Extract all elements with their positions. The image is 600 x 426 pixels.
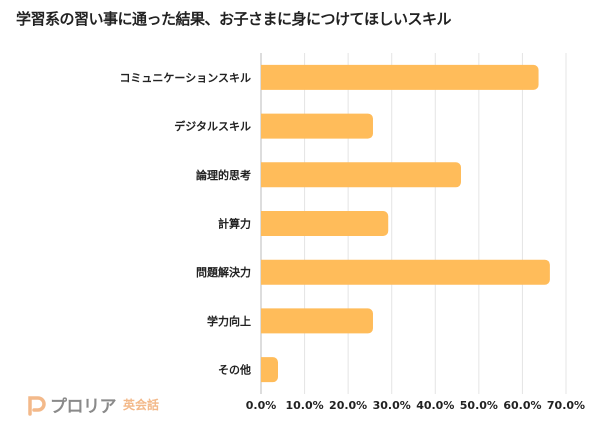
category-label: コミュニケーションスキル bbox=[119, 71, 251, 84]
bar bbox=[261, 357, 278, 383]
x-tick-label: 30.0% bbox=[373, 399, 411, 412]
logo-brand: プロリア bbox=[50, 397, 117, 417]
bar bbox=[261, 162, 461, 188]
category-label: その他 bbox=[218, 363, 251, 377]
category-label: デジタルスキル bbox=[174, 119, 251, 133]
logo-sub: 英会話 bbox=[123, 398, 160, 412]
logo: プロリア 英会話 bbox=[26, 392, 159, 417]
x-tick-label: 60.0% bbox=[503, 399, 541, 412]
category-label: 計算力 bbox=[218, 217, 251, 231]
x-tick-label: 50.0% bbox=[460, 399, 498, 412]
logo-p-icon bbox=[28, 395, 46, 416]
bar bbox=[261, 113, 373, 139]
chart-title: 学習系の習い事に通った結果、お子さまに身につけてほしいスキル bbox=[16, 10, 452, 28]
bar bbox=[261, 64, 539, 90]
x-tick-label: 70.0% bbox=[547, 399, 585, 412]
category-label: 学力向上 bbox=[207, 314, 251, 328]
category-label: 問題解決力 bbox=[196, 265, 251, 279]
category-label: 論理的思考 bbox=[196, 168, 251, 182]
x-tick-label: 0.0% bbox=[246, 399, 277, 412]
bar bbox=[261, 308, 373, 334]
bar bbox=[261, 259, 550, 285]
x-tick-label: 20.0% bbox=[329, 399, 367, 412]
x-tick-label: 40.0% bbox=[416, 399, 454, 412]
bar bbox=[261, 211, 389, 236]
x-tick-label: 10.0% bbox=[285, 399, 323, 412]
